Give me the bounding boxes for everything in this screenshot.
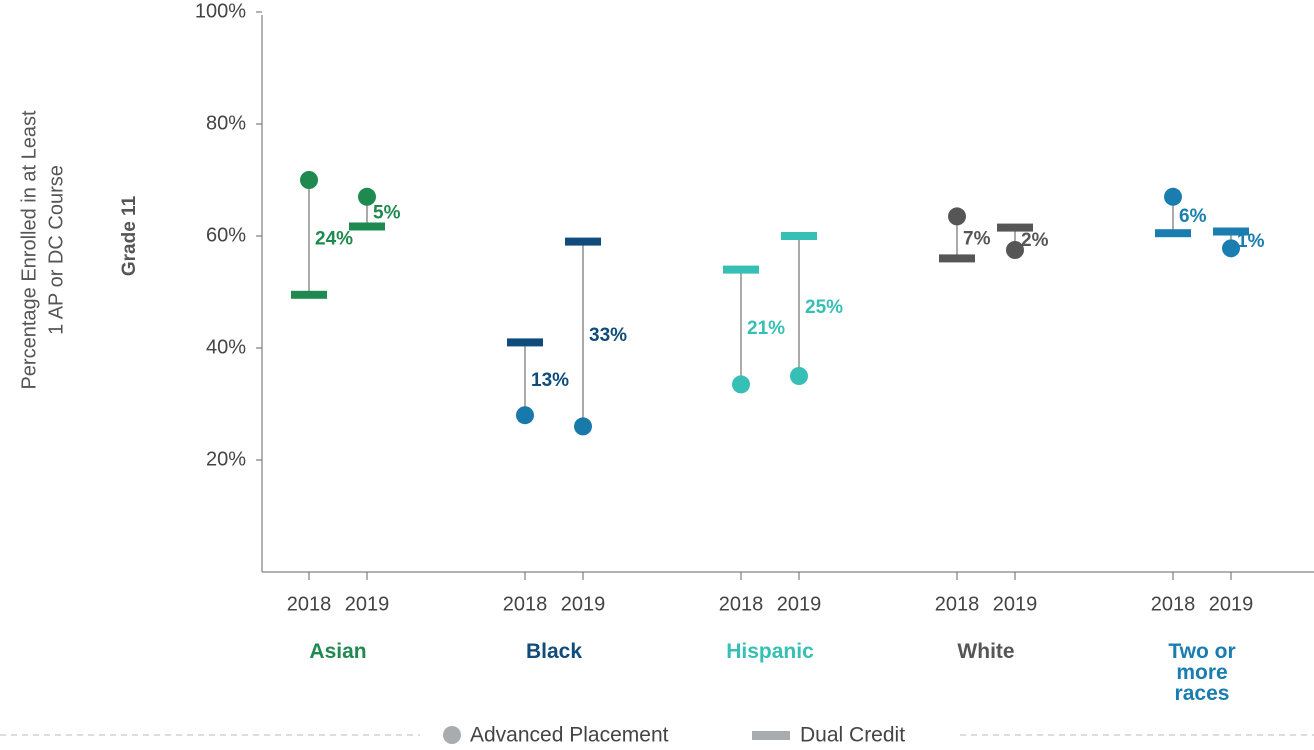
dual-credit-bar — [723, 265, 759, 274]
ap-dot — [574, 417, 592, 436]
difference-label: 25% — [805, 297, 843, 318]
difference-label: 5% — [373, 203, 401, 224]
legend-swatch — [752, 731, 790, 740]
y-tick-label: 60% — [206, 224, 246, 246]
y-tick-label: 100% — [195, 0, 246, 22]
x-tick-label: 2018 — [935, 593, 980, 615]
difference-label: 7% — [963, 228, 991, 249]
dual-credit-bar — [1155, 229, 1191, 238]
difference-label: 21% — [747, 318, 785, 339]
difference-label: 24% — [315, 228, 353, 249]
dual-credit-bar — [781, 232, 817, 240]
x-tick-label: 2019 — [777, 593, 822, 615]
group-label: White — [957, 640, 1015, 663]
y-tick-label: 20% — [206, 448, 246, 470]
x-tick-label: 2018 — [287, 593, 332, 615]
y-axis-label: Percentage Enrolled in at Least — [18, 110, 40, 390]
ap-dot — [1222, 239, 1240, 258]
difference-label: 2% — [1021, 230, 1049, 251]
ap-dot — [732, 375, 750, 394]
ap-dot — [948, 207, 966, 226]
ap-dot — [516, 406, 534, 425]
y-tick-label: 40% — [206, 336, 246, 358]
dual-credit-bar — [291, 290, 327, 299]
x-tick-label: 2019 — [561, 593, 606, 615]
ap-dot — [1164, 187, 1182, 206]
x-tick-label: 2018 — [503, 593, 548, 615]
group-label: Hispanic — [726, 640, 814, 663]
panel-label: Grade 11 — [119, 195, 140, 276]
ap-dot — [358, 187, 376, 206]
legend-label: Advanced Placement — [470, 724, 669, 747]
x-tick-label: 2019 — [345, 593, 390, 615]
difference-label: 1% — [1237, 231, 1265, 252]
ap-dot — [790, 367, 808, 385]
dual-credit-bar — [507, 338, 543, 347]
x-tick-label: 2019 — [1209, 593, 1254, 615]
dual-credit-bar — [939, 254, 975, 263]
dual-credit-bar — [997, 223, 1033, 232]
y-axis-label: 1 AP or DC Course — [45, 165, 67, 335]
group-label: Black — [525, 640, 583, 663]
dual-credit-bar — [1213, 227, 1249, 236]
y-tick-label: 80% — [206, 112, 246, 134]
legend-swatch — [443, 726, 461, 744]
group-label: Asian — [309, 640, 367, 663]
difference-label: 33% — [589, 325, 627, 346]
dual-credit-bar — [565, 237, 601, 246]
ap-dot — [1006, 241, 1024, 259]
difference-label: 13% — [531, 370, 569, 391]
group-label: Two or more races — [1168, 640, 1236, 705]
difference-label: 6% — [1179, 206, 1207, 227]
ap-dot — [300, 171, 318, 189]
x-tick-label: 2018 — [1151, 593, 1196, 615]
legend-label: Dual Credit — [800, 724, 905, 747]
x-tick-label: 2018 — [719, 593, 764, 615]
x-tick-label: 2019 — [993, 593, 1038, 615]
dual-credit-bar — [349, 222, 385, 231]
